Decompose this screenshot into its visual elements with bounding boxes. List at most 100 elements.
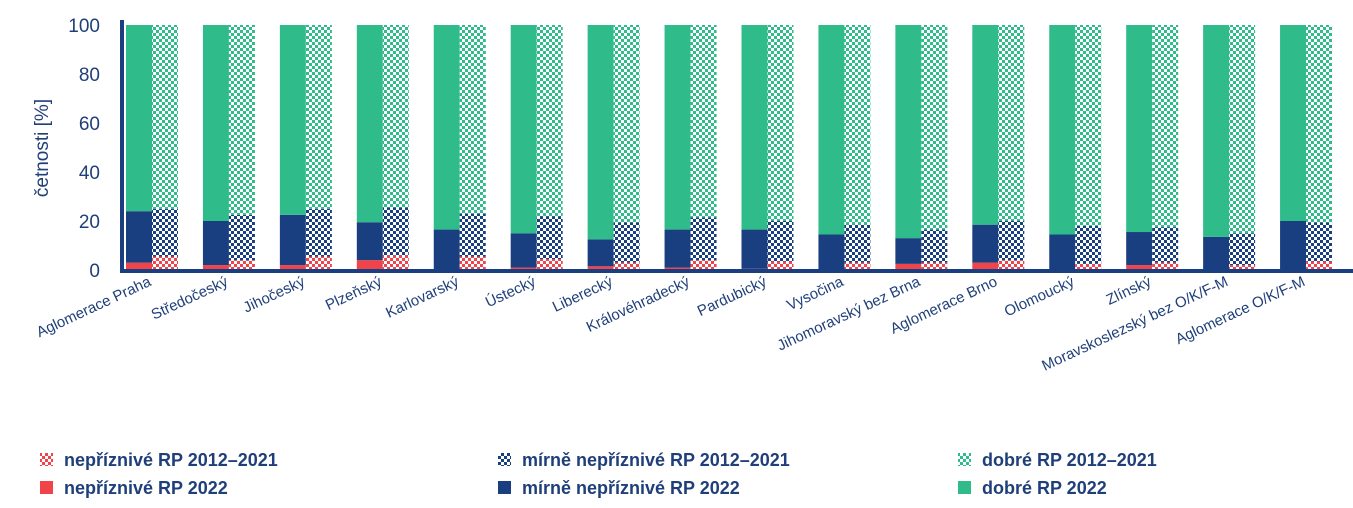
- y-ticks: 0 20 40 60 80 100: [68, 16, 100, 282]
- bar-segment: [844, 262, 871, 270]
- x-tick-label: Vysočina: [784, 273, 846, 314]
- bar-segment: [1229, 25, 1256, 234]
- legend-label: mírně nepříznivé RP 2012–2021: [522, 450, 790, 470]
- bar-segment: [613, 25, 640, 223]
- bar-segment: [126, 262, 152, 270]
- bar-segment: [202, 265, 229, 270]
- bar-segment: [152, 256, 178, 270]
- bar-segment: [613, 262, 640, 270]
- bar-segment: [279, 265, 306, 270]
- legend-swatch: [958, 453, 971, 466]
- bar-segment: [690, 217, 717, 261]
- bar-segment: [921, 262, 948, 270]
- bar-segment: [1152, 262, 1179, 270]
- bar-segment: [433, 25, 460, 230]
- bar-segment: [228, 260, 255, 270]
- legend-swatch: [958, 481, 971, 494]
- bar-segment: [356, 25, 383, 223]
- bar-segment: [895, 238, 922, 264]
- legend: nepříznivé RP 2012–2021 mírně nepříznivé …: [40, 450, 1157, 498]
- bar-segment: [152, 208, 178, 257]
- legend-swatch: [40, 453, 53, 466]
- bar-segment: [587, 239, 614, 267]
- bar-segment: [895, 263, 922, 270]
- bars: [126, 25, 1333, 270]
- bar-segment: [510, 233, 537, 268]
- bar-segment: [972, 25, 999, 225]
- bar-segment: [152, 25, 178, 209]
- x-tick-label: Středočeský: [149, 273, 231, 324]
- y-tick-label: 20: [79, 212, 100, 233]
- bar-segment: [1280, 25, 1307, 221]
- x-tick-label: Jihočeský: [241, 273, 308, 316]
- bar-segment: [767, 25, 794, 221]
- bar-segment: [690, 260, 717, 270]
- bar-segment: [1306, 261, 1333, 270]
- x-tick-label: Pardubický: [695, 273, 770, 320]
- bar-segment: [433, 229, 460, 270]
- bar-segment: [510, 267, 537, 270]
- bar-segment: [279, 25, 306, 215]
- bar-segment: [1152, 25, 1179, 228]
- bar-segment: [1049, 234, 1076, 270]
- bar-segment: [1075, 225, 1102, 264]
- bar-segment: [1280, 221, 1307, 270]
- x-tick-label: Ústecký: [483, 273, 539, 311]
- bar-segment: [126, 25, 152, 212]
- x-tick-label: Aglomerace Praha: [34, 273, 154, 341]
- bar-segment: [382, 207, 409, 256]
- x-tick-label: Zlínský: [1104, 273, 1155, 309]
- bar-segment: [921, 229, 948, 263]
- bar-segment: [126, 211, 152, 263]
- legend-label: nepříznivé RP 2012–2021: [64, 450, 278, 470]
- x-tick-label: Jihomoravský bez Brna: [775, 273, 924, 355]
- bar-segment: [818, 25, 845, 235]
- x-tick-label: Aglomerace O/K/F-M: [1173, 273, 1308, 348]
- bar-segment: [459, 256, 486, 270]
- bar-segment: [279, 214, 306, 266]
- bar-segment: [1126, 265, 1153, 270]
- bar-segment: [1229, 265, 1256, 270]
- bar-segment: [1203, 236, 1230, 270]
- bar-segment: [536, 25, 563, 217]
- y-tick-label: 60: [79, 114, 100, 135]
- bar-segment: [972, 262, 999, 270]
- bar-segment: [1306, 25, 1333, 223]
- bar-segment: [613, 222, 640, 263]
- legend-swatch: [498, 481, 511, 494]
- bar-segment: [998, 221, 1025, 261]
- bar-segment: [305, 208, 332, 257]
- bar-segment: [664, 25, 691, 230]
- bar-segment: [228, 214, 255, 261]
- bar-segment: [536, 258, 563, 270]
- legend-label: dobré RP 2012–2021: [982, 450, 1157, 470]
- bar-segment: [382, 25, 409, 208]
- bar-segment: [305, 25, 332, 209]
- bar-segment: [1126, 232, 1153, 266]
- bar-segment: [305, 256, 332, 270]
- legend-swatch: [498, 453, 511, 466]
- legend-label: mírně nepříznivé RP 2022: [522, 478, 740, 498]
- bar-segment: [1126, 25, 1153, 233]
- axes: [120, 20, 1353, 273]
- bar-segment: [844, 224, 871, 263]
- y-tick-label: 80: [79, 65, 100, 86]
- bar-segment: [818, 234, 845, 270]
- bar-segment: [895, 25, 922, 239]
- bar-segment: [972, 224, 999, 263]
- bar-segment: [356, 260, 383, 270]
- bar-segment: [998, 25, 1025, 221]
- bar-segment: [202, 25, 229, 221]
- bar-segment: [767, 261, 794, 270]
- bar-segment: [1049, 25, 1076, 235]
- bar-segment: [1075, 263, 1102, 270]
- bar-segment: [510, 25, 537, 234]
- bar-segment: [844, 25, 871, 225]
- bar-segment: [921, 25, 948, 230]
- bar-segment: [202, 221, 229, 266]
- bar-segment: [690, 25, 717, 218]
- bar-segment: [664, 267, 691, 270]
- legend-label: nepříznivé RP 2022: [64, 478, 228, 498]
